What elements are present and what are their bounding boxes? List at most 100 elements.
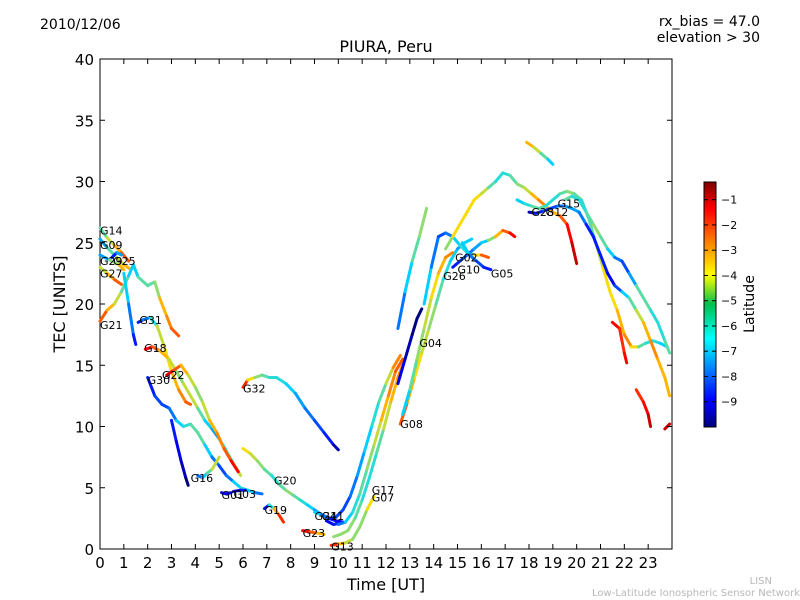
series-segment	[610, 320, 622, 330]
satellite-label: G27	[100, 267, 123, 280]
series-segment	[577, 210, 588, 226]
series-segment	[284, 382, 297, 395]
series-segment	[494, 171, 505, 183]
series-segment	[467, 253, 479, 263]
footer-lisn: LISN	[749, 576, 772, 587]
chart-title: PIURA, Peru	[339, 37, 433, 56]
series-g07	[332, 357, 407, 539]
series-g30	[146, 376, 264, 496]
series-segment	[663, 376, 672, 398]
series-g22	[165, 363, 240, 474]
series-segment	[358, 508, 369, 529]
y-tick-label: 0	[84, 541, 94, 559]
series-segment	[105, 271, 116, 281]
satellite-label: G23	[303, 527, 326, 540]
series-segment	[508, 173, 519, 186]
series-segment	[215, 431, 226, 451]
series-segment	[415, 327, 426, 361]
series-segment	[98, 237, 109, 250]
series-segment	[620, 290, 631, 300]
satellite-label: G05	[491, 267, 514, 280]
colorbar-tick-label: −8	[721, 370, 737, 383]
series-segment	[122, 271, 131, 306]
colorbar-tick-label: −7	[721, 345, 737, 358]
x-tick-label: 10	[329, 554, 348, 572]
series-segment	[656, 320, 667, 343]
series-segment	[634, 308, 645, 324]
series-segment	[334, 508, 345, 519]
series-segment	[98, 253, 112, 262]
series-segment	[170, 418, 178, 443]
colorbar-label: Latitude	[742, 275, 758, 333]
series-g18	[143, 345, 243, 477]
series-segment	[417, 206, 429, 239]
series-segment	[627, 296, 638, 312]
satellite-label: G12	[546, 206, 569, 219]
satellite-label: G10	[458, 264, 481, 277]
series-segment	[108, 258, 121, 267]
series-segment	[413, 351, 424, 379]
series-segment	[475, 259, 486, 269]
x-axis-label: Time [UT]	[346, 575, 425, 594]
x-tick-label: 2	[143, 554, 153, 572]
series-segment	[436, 255, 448, 275]
rx-bias-label: rx_bias = 47.0	[658, 14, 760, 30]
x-tick-label: 11	[353, 554, 372, 572]
series-segment	[358, 467, 369, 496]
series-g05	[460, 241, 493, 272]
satellite-label: G20	[274, 474, 297, 487]
series-segment	[460, 241, 471, 257]
series-segment	[615, 308, 626, 337]
series-segment	[196, 406, 207, 422]
series-segment	[208, 418, 219, 435]
series-segment	[374, 427, 386, 455]
satellite-label: G15	[558, 198, 581, 211]
x-tick-label: 21	[591, 554, 610, 572]
x-tick-label: 22	[615, 554, 634, 572]
satellite-label: G07	[372, 492, 395, 505]
series-g16b	[170, 418, 190, 487]
series-g01	[220, 491, 233, 496]
series-segment	[427, 302, 438, 330]
series-segment	[248, 451, 259, 463]
series-g21	[98, 263, 181, 338]
series-segment	[422, 265, 433, 306]
series-segment	[641, 320, 653, 343]
series-segment	[656, 357, 667, 379]
series-segment	[401, 388, 412, 416]
satellite-label: G28	[531, 206, 554, 219]
series-segment	[112, 278, 123, 286]
satellite-label: G14	[100, 225, 123, 238]
series-segment	[179, 363, 190, 377]
series-g16	[122, 271, 138, 346]
series-segment	[153, 394, 164, 406]
series-segment	[346, 516, 357, 533]
series-segment	[649, 308, 660, 324]
series-segment	[546, 157, 555, 166]
series-segment	[634, 388, 645, 404]
satellite-label: G18	[144, 342, 167, 355]
series-segment	[394, 357, 405, 373]
series-segment	[386, 369, 398, 398]
series-segment	[131, 263, 140, 279]
series-segment	[343, 510, 355, 524]
series-g04b	[396, 206, 429, 330]
satellite-label: G13	[331, 541, 354, 554]
series-segment	[627, 271, 638, 288]
series-segment	[508, 231, 517, 239]
series-g29	[98, 253, 126, 272]
satellite-label: G25	[113, 255, 136, 268]
series-segment	[444, 251, 455, 259]
series-segment	[98, 308, 109, 323]
series-segment	[601, 265, 612, 294]
series-segment	[262, 467, 274, 477]
series-g35	[634, 388, 653, 428]
x-tick-label: 18	[519, 554, 538, 572]
series-segment	[622, 333, 633, 349]
series-segment	[112, 243, 123, 255]
colorbar-tick-label: −6	[721, 320, 737, 333]
series-g13	[329, 494, 376, 547]
series-segment	[203, 443, 214, 459]
y-tick-label: 15	[75, 357, 94, 375]
x-tick-label: 1	[119, 554, 129, 572]
